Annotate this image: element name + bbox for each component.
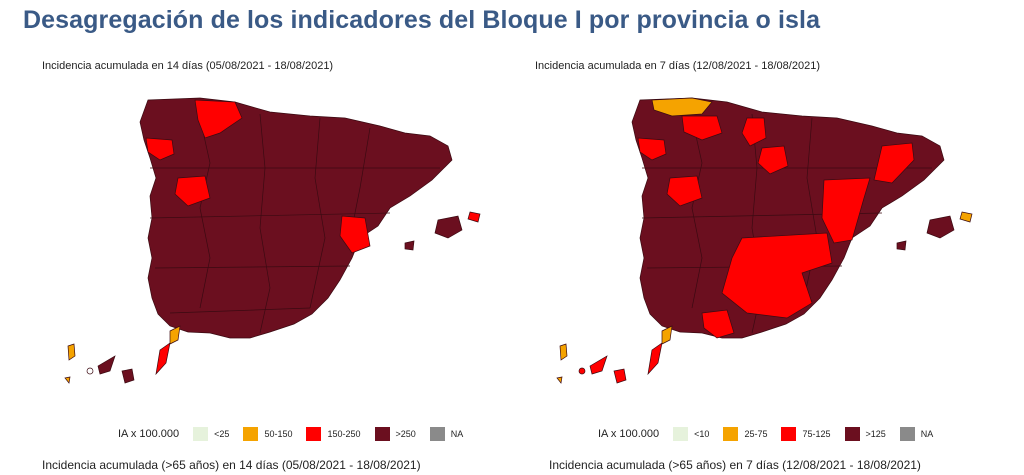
island-lapalma bbox=[67, 343, 76, 361]
province-salamanca bbox=[174, 175, 211, 207]
province-pontevedra bbox=[637, 137, 667, 161]
legend-label: IA x 100.000 bbox=[598, 428, 660, 440]
island-gomera bbox=[86, 367, 94, 375]
right-map-subtitle: Incidencia acumulada (>65 años) en 7 día… bbox=[549, 458, 921, 472]
province-cadiz bbox=[701, 309, 735, 339]
legend-item: >125 bbox=[844, 427, 886, 441]
left-map bbox=[64, 97, 481, 384]
province-valencia bbox=[339, 215, 371, 254]
legend-item: 50-150 bbox=[243, 427, 292, 441]
legend-label: IA x 100.000 bbox=[118, 428, 180, 440]
island-tenerife bbox=[97, 355, 116, 375]
island-hierro bbox=[556, 376, 563, 384]
island-ibiza bbox=[404, 240, 415, 251]
province-asturias bbox=[194, 99, 243, 139]
island-grancanaria bbox=[121, 368, 135, 384]
island-fuerteventura bbox=[647, 342, 663, 376]
legend-item: 25-75 bbox=[723, 427, 767, 441]
left-map-title: Incidencia acumulada en 14 días (05/08/2… bbox=[42, 60, 334, 72]
island-mallorca bbox=[434, 215, 463, 239]
island-ibiza bbox=[896, 240, 907, 251]
province-soria bbox=[757, 145, 789, 175]
province-pontevedra bbox=[145, 137, 175, 161]
island-tenerife bbox=[589, 355, 608, 375]
spain-mainland bbox=[139, 97, 453, 339]
legend-item: <10 bbox=[673, 427, 709, 441]
island-fuerteventura bbox=[155, 342, 171, 376]
province-east bbox=[821, 177, 871, 244]
island-lanzarote bbox=[661, 325, 673, 345]
province-salamanca bbox=[666, 175, 703, 207]
right-map-title: Incidencia acumulada en 7 días (12/08/20… bbox=[535, 60, 820, 72]
page-title: Desagregación de los indicadores del Blo… bbox=[23, 6, 821, 34]
province-burgos bbox=[741, 117, 767, 147]
island-mallorca bbox=[926, 215, 955, 239]
left-legend: IA x 100.000 <25 50-150 150-250 >250 NA bbox=[118, 426, 477, 442]
legend-item: NA bbox=[429, 427, 463, 441]
province-leon bbox=[681, 115, 723, 141]
legend-item: <25 bbox=[193, 427, 229, 441]
left-map-subtitle: Incidencia acumulada (>65 años) en 14 dí… bbox=[42, 458, 421, 472]
legend-item: NA bbox=[899, 427, 933, 441]
legend-item: 75-125 bbox=[781, 427, 831, 441]
island-lanzarote bbox=[169, 325, 181, 345]
island-hierro bbox=[64, 376, 71, 384]
province-catalonia bbox=[873, 142, 915, 184]
province-asturias bbox=[651, 97, 713, 117]
province-castilla bbox=[721, 232, 833, 319]
right-map bbox=[556, 97, 973, 384]
legend-item: 150-250 bbox=[306, 427, 361, 441]
spain-mainland bbox=[631, 97, 945, 339]
right-legend: IA x 100.000 <10 25-75 75-125 >125 NA bbox=[598, 426, 947, 442]
island-lapalma bbox=[559, 343, 568, 361]
island-menorca bbox=[467, 211, 481, 223]
island-gomera bbox=[578, 367, 586, 375]
island-menorca bbox=[959, 211, 973, 223]
island-grancanaria bbox=[613, 368, 627, 384]
legend-item: >250 bbox=[374, 427, 416, 441]
